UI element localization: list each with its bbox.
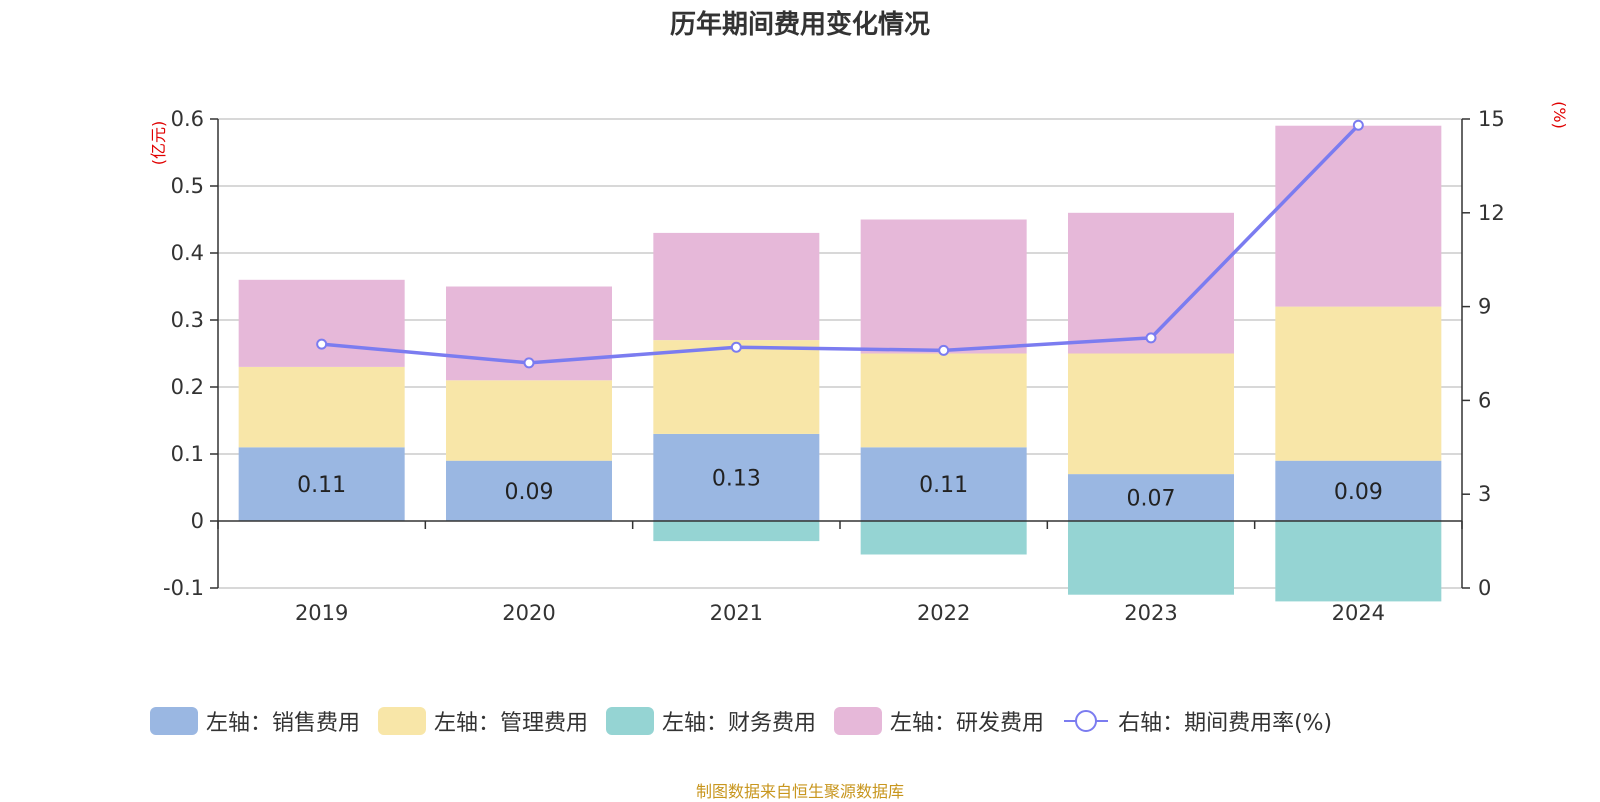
data-label: 0.11 [297, 473, 346, 498]
right-tick-label: 12 [1478, 201, 1505, 225]
legend-item-admin[interactable]: 左轴：管理费用 [378, 705, 588, 737]
legend-swatch [834, 707, 883, 735]
legend-label: 左轴：研发费用 [890, 711, 1045, 736]
left-tick-label: 0.1 [171, 442, 204, 466]
bar-admin [446, 380, 612, 461]
bar-admin [1275, 306, 1442, 461]
legend-item-finance[interactable]: 左轴：财务费用 [606, 705, 816, 737]
bar-admin [653, 340, 820, 434]
bar-sales [653, 433, 820, 521]
bar-admin [238, 366, 405, 448]
legend-swatch [150, 707, 198, 735]
rate-line [321, 124, 1360, 365]
bar-rnd [860, 219, 1027, 354]
right-tick-label: 3 [1478, 482, 1491, 506]
bar-rnd [238, 279, 405, 367]
right-tick-label: 6 [1478, 388, 1491, 412]
legend-label: 左轴：财务费用 [662, 711, 817, 736]
rate-point [1145, 332, 1157, 344]
bar-finance [1068, 521, 1234, 595]
rate-point [523, 357, 535, 369]
legend-item-rate_line[interactable]: 右轴：期间费用率(%) [1062, 705, 1332, 737]
data-label: 0.07 [1127, 487, 1176, 512]
legend-swatch [606, 707, 655, 735]
left-tick-label: 0.2 [171, 375, 204, 399]
source-note: 制图数据来自恒生聚源数据库 [695, 782, 904, 801]
rate-point [1352, 119, 1364, 131]
right-tick-label: 0 [1478, 576, 1491, 600]
rate-point [316, 338, 328, 350]
left-tick-label: 0.6 [171, 107, 204, 131]
rate-point [730, 341, 742, 353]
left-axis-unit: (亿元) [149, 121, 168, 166]
legend-item-sales[interactable]: 左轴：销售费用 [150, 705, 360, 737]
right-tick-label: 9 [1478, 295, 1491, 319]
bar-admin [1068, 353, 1234, 475]
category-label: 2022 [917, 601, 970, 625]
bar-sales [446, 460, 612, 521]
data-label: 0.13 [712, 466, 761, 491]
bar-sales [1275, 460, 1442, 521]
left-tick-label: -0.1 [163, 576, 204, 600]
category-label: 2021 [710, 601, 763, 625]
rate-point [938, 344, 950, 356]
left-tick-label: 0 [191, 509, 204, 533]
bar-rnd [653, 232, 820, 341]
legend-swatch [378, 707, 427, 735]
right-axis-unit: (%) [1550, 101, 1569, 129]
category-label: 2019 [295, 601, 348, 625]
right-tick-label: 15 [1478, 107, 1505, 131]
category-label: 2020 [502, 601, 555, 625]
bar-finance [653, 521, 820, 542]
bar-sales [238, 447, 405, 521]
bar-finance [1275, 521, 1442, 602]
legend: 左轴：销售费用 左轴：管理费用 左轴：财务费用 左轴：研发费用 右轴：期间费用率(%) [150, 705, 1332, 737]
data-label: 0.09 [1334, 480, 1383, 505]
category-label: 2024 [1332, 601, 1385, 625]
left-tick-label: 0.4 [171, 241, 204, 265]
chart-title: 历年期间费用变化情况 [669, 10, 930, 40]
bar-rnd [1275, 125, 1442, 307]
legend-line-marker [1064, 710, 1109, 732]
bar-finance [860, 521, 1027, 555]
bar-admin [860, 353, 1027, 448]
left-tick-label: 0.3 [171, 308, 204, 332]
legend-label: 右轴：期间费用率(%) [1118, 711, 1333, 736]
bar-sales [1068, 474, 1234, 521]
chart-canvas: -0.1 0 0.1 0.2 0.3 0.4 0.5 0.6 0 3 6 9 12 15 (亿元) (%) 0.… [149, 101, 1569, 625]
legend-label: 左轴：销售费用 [206, 711, 361, 736]
data-label: 0.11 [919, 473, 968, 498]
legend-label: 左轴：管理费用 [434, 711, 589, 736]
left-tick-label: 0.5 [171, 174, 204, 198]
data-label: 0.09 [505, 480, 554, 505]
category-label: 2023 [1124, 601, 1177, 625]
legend-item-rnd[interactable]: 左轴：研发费用 [834, 705, 1044, 737]
bar-sales [860, 447, 1027, 521]
